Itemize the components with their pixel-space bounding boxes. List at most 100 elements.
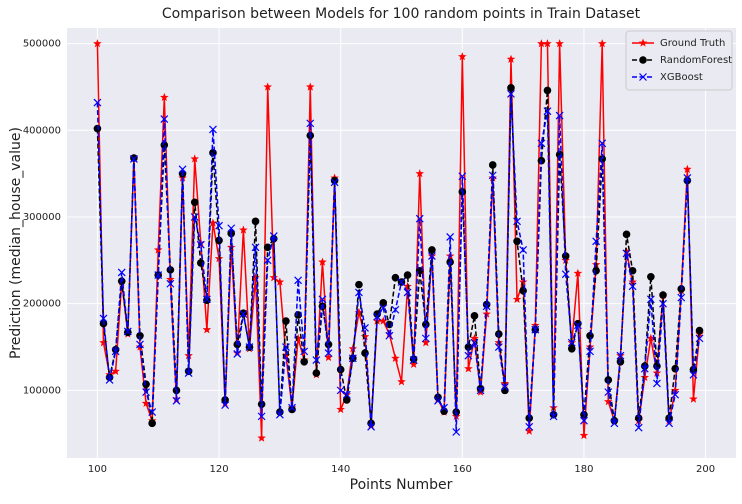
marker: [190, 154, 199, 163]
marker: [561, 270, 570, 279]
marker: [202, 325, 212, 334]
marker: [507, 84, 515, 92]
marker: [148, 408, 157, 416]
marker: [409, 359, 418, 369]
marker: [689, 394, 698, 403]
marker: [153, 245, 163, 254]
marker: [561, 252, 570, 260]
legend-label: RandomForest: [660, 55, 732, 66]
plot-area: [67, 28, 736, 458]
marker: [592, 237, 601, 246]
marker: [428, 246, 436, 254]
marker: [263, 256, 272, 265]
marker: [233, 350, 242, 358]
marker: [312, 356, 321, 364]
marker: [482, 302, 491, 311]
marker: [391, 305, 400, 314]
marker: [99, 338, 108, 347]
marker: [306, 119, 315, 128]
marker: [622, 247, 631, 256]
marker: [518, 277, 528, 286]
marker: [355, 288, 363, 297]
marker: [610, 419, 619, 428]
marker: [628, 277, 637, 286]
marker: [659, 291, 667, 299]
marker: [336, 386, 345, 395]
marker: [361, 349, 369, 357]
marker: [464, 343, 473, 351]
x-tick-label: 120: [209, 464, 228, 475]
marker: [579, 430, 589, 440]
legend-label: XGBoost: [660, 72, 703, 83]
marker: [689, 370, 698, 379]
x-tick-label: 100: [88, 464, 107, 475]
marker: [653, 379, 661, 388]
marker: [397, 278, 406, 286]
marker: [519, 246, 528, 254]
marker: [257, 433, 266, 442]
x-tick-label: 160: [453, 464, 472, 475]
marker: [257, 412, 266, 421]
x-tick-label: 200: [696, 464, 715, 475]
marker: [166, 279, 175, 288]
marker: [318, 257, 327, 266]
marker: [634, 423, 643, 432]
marker: [269, 273, 279, 282]
x-tick-label: 140: [331, 464, 350, 475]
marker: [184, 369, 193, 377]
marker: [142, 380, 150, 389]
legend-label: Ground Truth: [660, 38, 725, 49]
marker: [695, 334, 704, 343]
marker: [446, 258, 454, 266]
marker: [294, 276, 303, 285]
marker: [239, 225, 248, 234]
marker: [573, 268, 583, 277]
marker: [543, 107, 552, 116]
marker: [604, 388, 613, 397]
marker: [640, 372, 650, 382]
marker: [209, 125, 217, 134]
marker: [288, 405, 296, 414]
marker: [440, 403, 448, 412]
marker: [245, 343, 254, 351]
marker: [275, 410, 284, 419]
marker: [105, 376, 114, 384]
marker: [373, 312, 382, 321]
marker: [671, 364, 679, 373]
marker: [567, 338, 576, 347]
legend-box: [625, 30, 733, 91]
y-axis-label: Prediction (median_house_value): [8, 127, 24, 359]
marker: [604, 397, 613, 406]
marker: [123, 327, 132, 336]
y-tick-label: 100000: [23, 385, 61, 396]
marker: [598, 139, 607, 148]
series-line: [96, 93, 701, 433]
marker: [208, 218, 218, 227]
marker: [391, 273, 400, 282]
marker: [263, 243, 272, 252]
marker: [251, 273, 260, 282]
marker: [555, 39, 564, 48]
marker: [580, 416, 588, 425]
marker: [160, 92, 169, 101]
marker: [348, 354, 357, 363]
marker: [659, 299, 667, 308]
marker: [524, 426, 534, 435]
marker: [360, 332, 370, 341]
marker: [543, 86, 552, 95]
marker: [379, 299, 388, 307]
marker: [403, 271, 412, 279]
marker: [403, 288, 412, 297]
marker: [638, 38, 648, 47]
marker: [330, 178, 339, 187]
marker: [293, 333, 303, 342]
marker: [190, 198, 199, 207]
marker: [251, 243, 260, 252]
marker: [513, 237, 521, 246]
marker: [196, 240, 205, 249]
marker: [543, 39, 552, 48]
marker: [646, 333, 656, 342]
marker: [555, 111, 564, 120]
marker: [203, 296, 211, 305]
marker: [409, 355, 418, 363]
